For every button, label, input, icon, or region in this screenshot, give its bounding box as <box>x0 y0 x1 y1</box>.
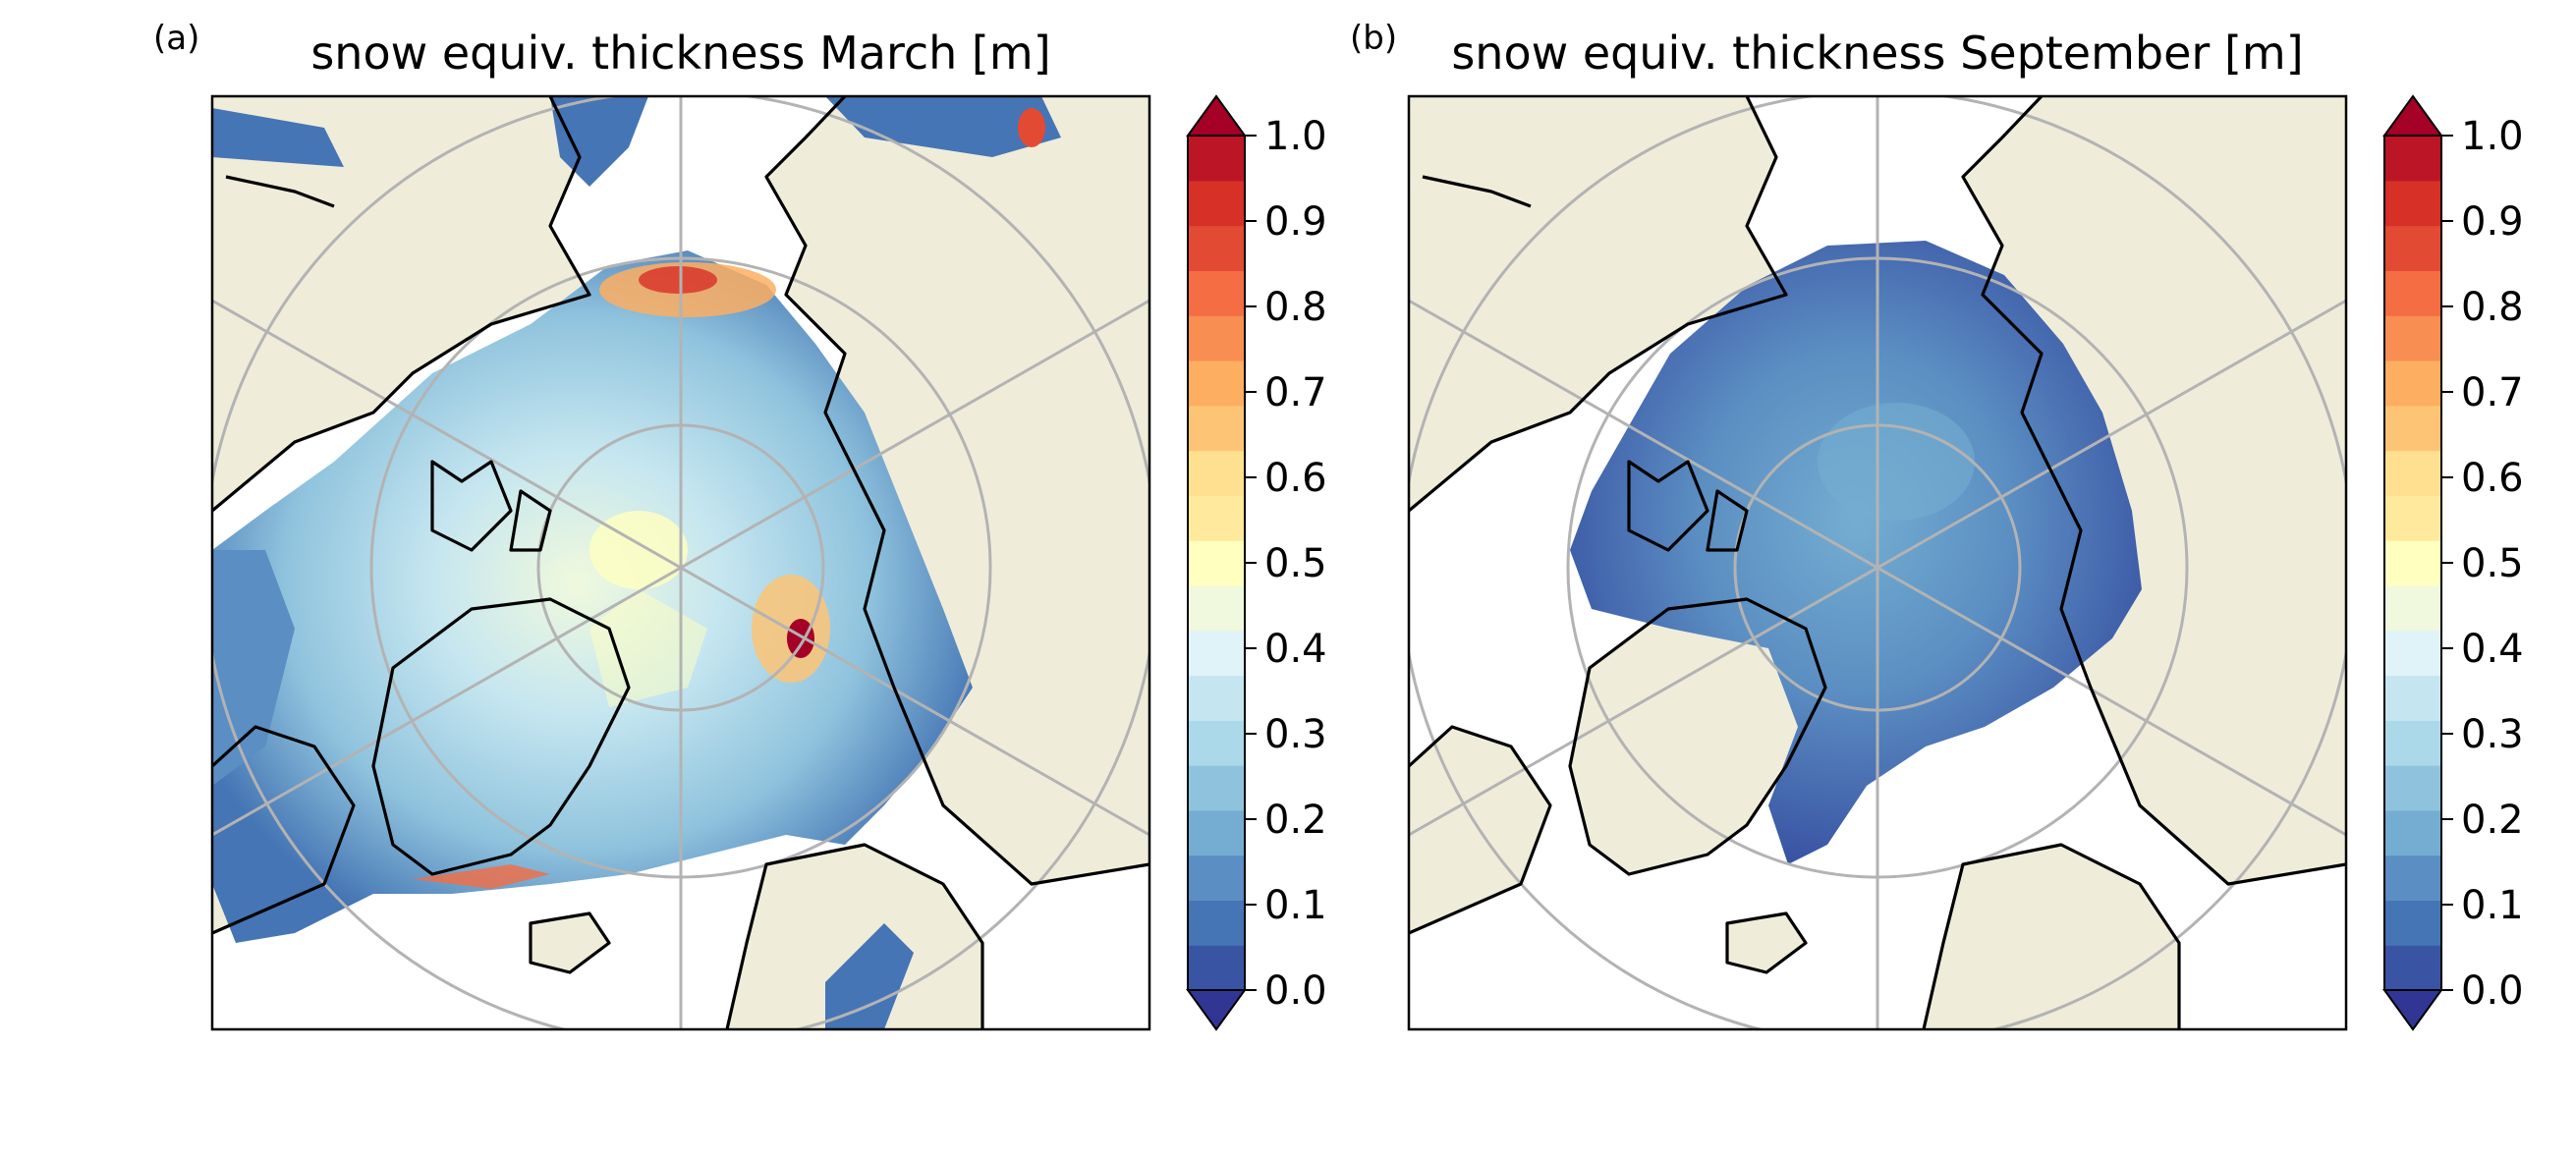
colorbar-band <box>2384 405 2441 452</box>
colorbar-band <box>1188 675 1245 721</box>
colorbar-band <box>1188 630 1245 677</box>
colorbar-tick-label: 0.7 <box>2461 370 2524 415</box>
colorbar-band <box>2384 855 2441 902</box>
colorbar-band <box>1188 405 1245 452</box>
colorbar-extend-min <box>2382 989 2443 1031</box>
panel-letter-a: (a) <box>153 19 199 58</box>
map-frame-b <box>1407 94 2348 1031</box>
colorbar-band <box>1188 945 1245 991</box>
colorbar-tick-label: 1.0 <box>2461 114 2524 159</box>
colorbar-band <box>2384 900 2441 946</box>
colorbar-band <box>1188 765 1245 811</box>
colorbar-band <box>2384 225 2441 271</box>
colorbar-tick-label: 0.0 <box>1264 968 1327 1014</box>
colorbar-band <box>1188 900 1245 946</box>
map-area-a <box>212 96 1149 1029</box>
colorbar-tick-label: 0.5 <box>2461 541 2524 586</box>
colorbar-band <box>2384 720 2441 766</box>
colorbar-band <box>2384 136 2441 182</box>
colorbar-band <box>1188 450 1245 496</box>
colorbar-extend-max <box>1186 94 1247 137</box>
colorbar-band <box>1188 225 1245 271</box>
colorbar-band <box>2384 180 2441 227</box>
colorbar-band <box>2384 630 2441 677</box>
colorbar-band <box>2384 809 2441 856</box>
graticule-a <box>212 96 1149 1029</box>
colorbar-band <box>2384 540 2441 586</box>
colorbar-extend-max <box>2382 94 2443 137</box>
colorbar-band <box>2384 765 2441 811</box>
colorbar-band <box>1188 809 1245 856</box>
colorbar-tick-label: 0.5 <box>1264 541 1327 586</box>
colorbar-band <box>1188 359 1245 407</box>
colorbar-band <box>2384 495 2441 541</box>
colorbar-extend-min <box>1186 989 1247 1031</box>
colorbar-tick-label: 0.8 <box>2461 285 2524 330</box>
colorbar-band <box>2384 315 2441 361</box>
colorbar-band <box>2384 675 2441 721</box>
colorbar-band <box>1188 136 1245 182</box>
colorbar-tick-label: 0.2 <box>1264 798 1327 843</box>
colorbar-tick-label: 0.1 <box>2461 883 2524 928</box>
colorbar-tick-label: 0.2 <box>2461 798 2524 843</box>
colorbar-tick-label: 0.9 <box>1264 199 1327 245</box>
colorbar-tick-label: 0.4 <box>2461 627 2524 672</box>
colorbar-a: 0.0 0.1 0.2 0.3 0.4 0.5 0.6 0.7 0.8 0.9 1.0 <box>1186 94 1327 1031</box>
colorbar-tick-label: 0.1 <box>1264 883 1327 928</box>
graticule-b <box>1409 96 2346 1029</box>
coastlines-b <box>1409 96 2346 1029</box>
colorbar-band <box>1188 270 1245 316</box>
colorbar-tick-label: 0.7 <box>1264 370 1327 415</box>
snow-field-b <box>1570 241 2142 864</box>
colorbar-band <box>1188 584 1245 632</box>
colorbar-tick-label: 0.3 <box>1264 712 1327 757</box>
colorbar-tick-label: 0.6 <box>1264 456 1327 501</box>
colorbar-b: 0.0 0.1 0.2 0.3 0.4 0.5 0.6 0.7 0.8 0.9 1.0 <box>2382 94 2524 1031</box>
colorbar-band <box>2384 584 2441 632</box>
panel-title-b: snow equiv. thickness September [m] <box>1451 27 2303 80</box>
colorbar-tick-label: 1.0 <box>1264 114 1327 159</box>
panel-letter-b: (b) <box>1350 19 1397 58</box>
colorbar-tick-label: 0.0 <box>2461 968 2524 1014</box>
colorbar-band <box>1188 315 1245 361</box>
land-b <box>1409 96 2346 1029</box>
colorbar-band <box>2384 945 2441 991</box>
colorbar-band <box>2384 359 2441 407</box>
colorbar-band <box>2384 270 2441 316</box>
colorbar-band <box>1188 540 1245 586</box>
colorbar-band <box>1188 495 1245 541</box>
coastlines-a <box>212 96 1149 1029</box>
colorbar-tick-label: 0.3 <box>2461 712 2524 757</box>
map-panel-march: (a) snow equiv. thickness March [m] <box>153 19 1327 1031</box>
colorbar-band <box>1188 855 1245 902</box>
colorbar-tick-label: 0.4 <box>1264 627 1327 672</box>
colorbar-band <box>1188 180 1245 227</box>
colorbar-band <box>1188 720 1245 766</box>
map-panel-september: (b) snow equiv. thickness September [m] <box>1350 19 2524 1031</box>
colorbar-band <box>2384 450 2441 496</box>
snow-field-a <box>212 96 1061 1029</box>
map-area-b <box>1409 96 2346 1029</box>
colorbar-tick-label: 0.6 <box>2461 456 2524 501</box>
map-frame-a <box>210 94 1151 1031</box>
colorbar-tick-label: 0.9 <box>2461 199 2524 245</box>
colorbar-tick-label: 0.8 <box>1264 285 1327 330</box>
panel-title-a: snow equiv. thickness March [m] <box>310 27 1050 80</box>
